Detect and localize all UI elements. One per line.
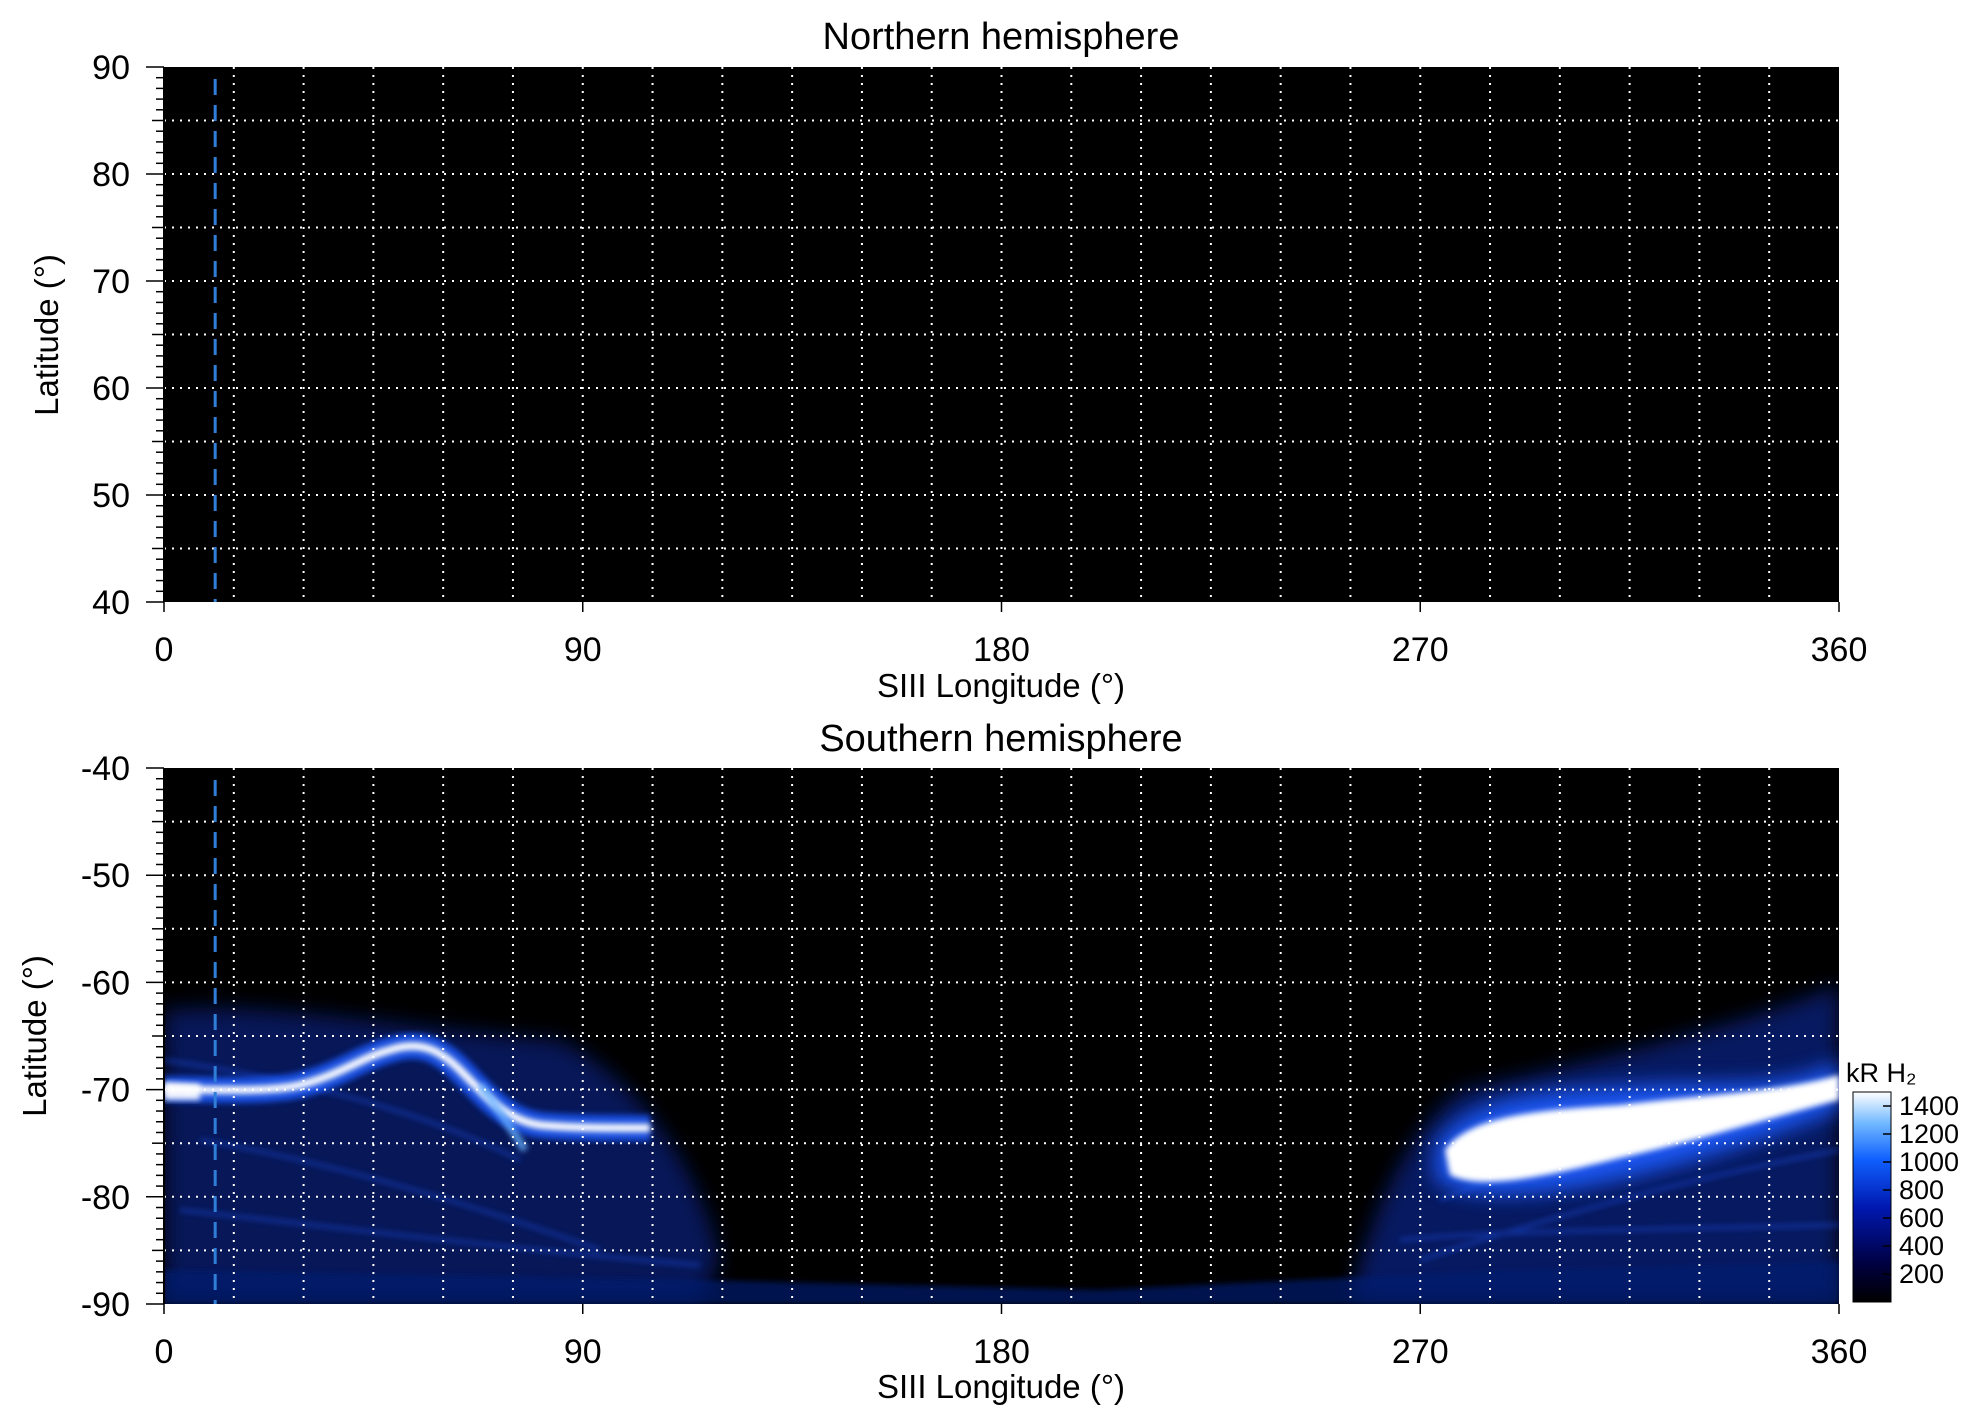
faint-arcs-west — [164, 1058, 701, 1267]
main-oval-east — [1445, 1075, 1839, 1182]
main-oval-branch-west — [476, 1082, 529, 1153]
colorbar-tick-label: 1000 — [1899, 1147, 1959, 1177]
x-tick-label: 360 — [1811, 631, 1868, 669]
x-tick-label: 0 — [155, 631, 174, 669]
y-tick-label: 40 — [92, 584, 130, 622]
south-x-ticks: 0 90 180 270 360 — [155, 1304, 1868, 1371]
x-tick-label: 180 — [973, 631, 1030, 669]
x-tick-label: 270 — [1392, 631, 1449, 669]
north-x-axis-label: SIII Longitude (°) — [877, 667, 1125, 704]
y-tick-label: 60 — [92, 370, 130, 408]
north-minor-ticks — [146, 66, 164, 603]
south-y-axis-label: Latitude (°) — [16, 955, 53, 1117]
south-panel: Southern hemisphere 0 90 180 270 360 -40-50-… — [16, 718, 1959, 1405]
x-tick-label: 90 — [564, 631, 602, 669]
polar-band — [164, 1262, 1839, 1304]
colorbar-tick-label: 1400 — [1899, 1091, 1959, 1121]
x-tick-label: 360 — [1811, 1333, 1868, 1371]
y-tick-label: -70 — [81, 1072, 130, 1110]
y-tick-label: 80 — [92, 156, 130, 194]
colorbar-tick-label: 800 — [1899, 1175, 1944, 1205]
south-grid — [164, 768, 1839, 1304]
north-y-axis-label: Latitude (°) — [28, 254, 65, 416]
main-oval-west — [164, 1042, 651, 1132]
y-tick-label: 90 — [92, 49, 130, 87]
colorbar-tick-label: 1200 — [1899, 1119, 1959, 1149]
y-tick-label: 70 — [92, 263, 130, 301]
y-tick-label: 50 — [92, 477, 130, 515]
south-y-ticks: -40 -50 -60 -70 -80 -90 — [81, 750, 130, 1324]
north-panel: Northern hemisphere 0 90 180 270 360 40 50 60 7… — [28, 16, 1867, 704]
y-tick-label: -40 — [81, 750, 130, 788]
west-edge-spot — [164, 1082, 200, 1100]
south-title: Southern hemisphere — [819, 718, 1182, 760]
colorbar-tick-label: 600 — [1899, 1203, 1944, 1233]
north-x-ticks: 0 90 180 270 360 — [155, 602, 1868, 669]
north-title: Northern hemisphere — [823, 16, 1180, 58]
colorbar-tick-label: 200 — [1899, 1259, 1944, 1289]
x-tick-label: 180 — [973, 1333, 1030, 1371]
y-tick-label: -60 — [81, 964, 130, 1002]
colorbar-gradient — [1852, 1091, 1892, 1303]
north-grid — [164, 67, 1839, 602]
colorbar-tick-label: 400 — [1899, 1231, 1944, 1261]
x-tick-label: 90 — [564, 1333, 602, 1371]
y-tick-label: -90 — [81, 1286, 130, 1324]
south-x-axis-label: SIII Longitude (°) — [877, 1368, 1125, 1405]
x-tick-label: 0 — [155, 1333, 174, 1371]
y-tick-label: -50 — [81, 857, 130, 895]
north-y-ticks: 40 50 60 70 80 90 — [92, 49, 130, 622]
colorbar-label: kR H₂ — [1846, 1058, 1916, 1088]
south-minor-ticks — [146, 767, 164, 1305]
y-tick-label: -80 — [81, 1179, 130, 1217]
x-tick-label: 270 — [1392, 1333, 1449, 1371]
